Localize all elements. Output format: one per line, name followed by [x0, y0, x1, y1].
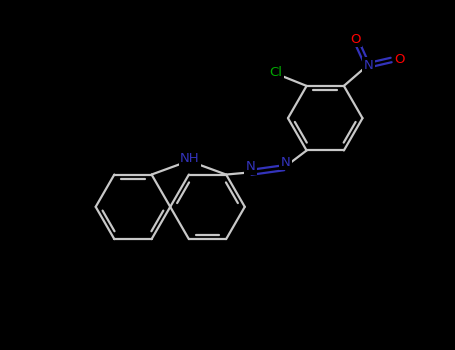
Text: NH: NH	[180, 152, 200, 165]
Text: Cl: Cl	[270, 66, 283, 79]
Text: O: O	[350, 33, 360, 46]
Text: O: O	[394, 52, 404, 65]
Text: N: N	[281, 156, 291, 169]
Text: N: N	[364, 59, 373, 72]
Text: N: N	[245, 160, 255, 173]
